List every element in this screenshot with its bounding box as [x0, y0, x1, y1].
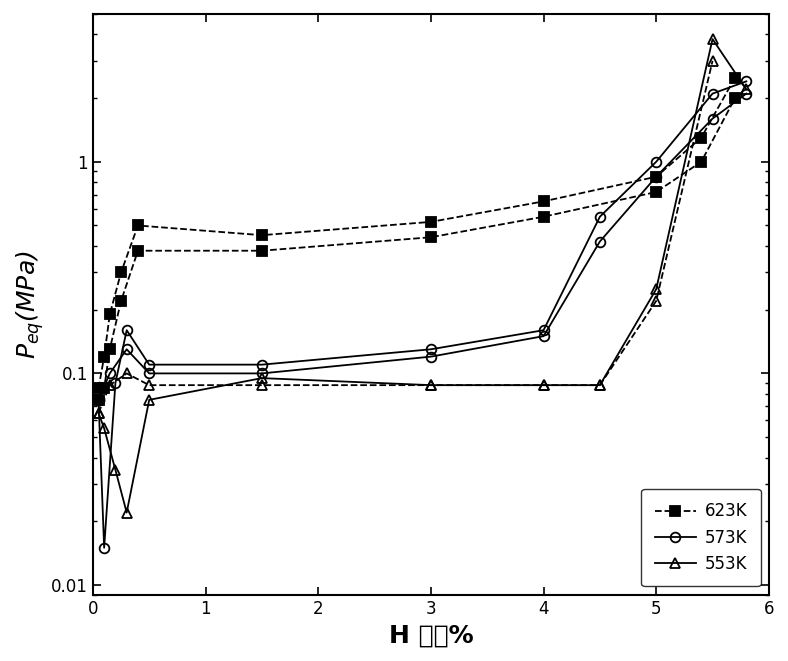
Legend: 623K, 573K, 553K: 623K, 573K, 553K [641, 489, 760, 586]
X-axis label: H 质量%: H 质量% [388, 623, 473, 647]
Y-axis label: $P_{eq}$(MPa): $P_{eq}$(MPa) [14, 250, 46, 358]
